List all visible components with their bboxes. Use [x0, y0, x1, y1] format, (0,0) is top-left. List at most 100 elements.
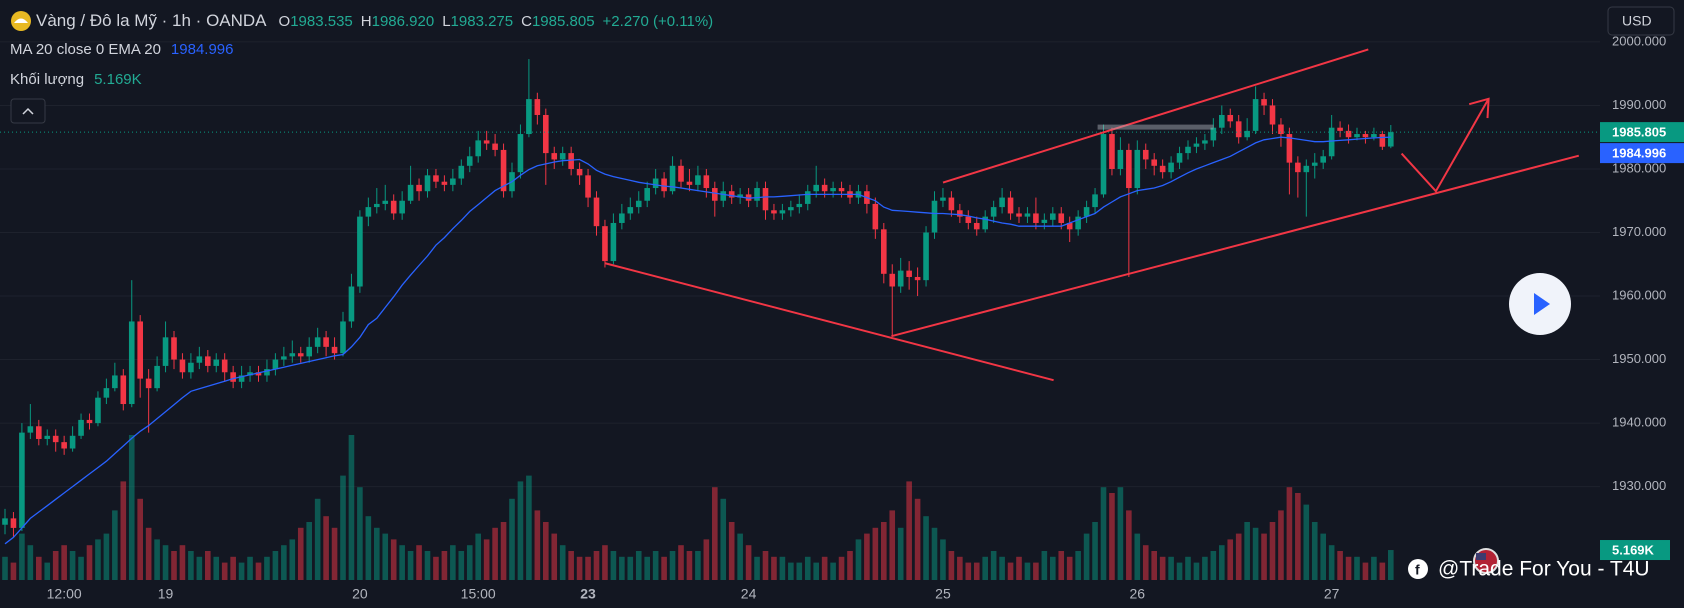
candle-body: [804, 191, 811, 204]
volume-bar: [78, 556, 84, 580]
volume-bar: [686, 551, 693, 580]
volume-bar: [1328, 545, 1335, 580]
volume-bar: [551, 533, 558, 580]
candle-body: [19, 432, 25, 528]
volume-bar: [306, 522, 312, 580]
candle-body: [112, 375, 118, 389]
volume-bar: [86, 545, 93, 580]
volume-bar: [720, 498, 727, 580]
candle-body: [399, 200, 405, 214]
volume-bar: [255, 562, 262, 580]
candle-body: [788, 207, 794, 211]
indicator-value: 1984.996: [170, 41, 234, 58]
close-value: 1985.805: [531, 12, 595, 30]
candle-body: [103, 388, 110, 398]
volume-bar: [703, 539, 710, 580]
candle-body: [543, 114, 549, 154]
currency-button[interactable]: [1607, 6, 1675, 36]
volume-bar: [281, 545, 287, 580]
volume-bar: [297, 527, 304, 580]
volume-bar: [728, 522, 735, 580]
x-tick-label: 23: [580, 586, 596, 602]
candle-body: [238, 375, 245, 382]
candle-body: [1066, 222, 1073, 230]
volume-bar: [1050, 556, 1056, 580]
candle-body: [1126, 149, 1132, 189]
candle-body: [678, 165, 684, 182]
y-tick-label: 1930.000: [1612, 478, 1666, 493]
candle-body: [95, 397, 101, 424]
volume-bar: [95, 539, 101, 580]
volume-bar: [382, 533, 389, 580]
volume-bar: [171, 551, 177, 580]
candle-body: [1269, 105, 1276, 125]
candle-body: [230, 372, 236, 382]
volume-bar: [1379, 562, 1386, 580]
candle-body: [982, 216, 988, 230]
volume-name: Khối lượng: [10, 71, 85, 88]
volume-bar: [128, 435, 135, 580]
price-tag: [1600, 122, 1684, 143]
volume-bar: [897, 527, 904, 580]
candle-body: [526, 99, 532, 135]
candle-body: [779, 210, 786, 214]
volume-bar: [145, 527, 152, 580]
x-tick-label: 20: [352, 586, 368, 602]
candle-body: [1252, 99, 1259, 131]
volume-bar: [990, 551, 997, 580]
candle-body: [348, 286, 355, 322]
candle-body: [137, 321, 143, 379]
volume-bar: [973, 562, 980, 580]
candle-body: [450, 178, 456, 185]
candle-body: [923, 232, 929, 281]
collapse-button[interactable]: [10, 98, 46, 124]
candle-body: [264, 369, 270, 376]
candle-body: [1168, 162, 1174, 173]
candle-body: [585, 175, 591, 198]
volume-bar: [289, 539, 296, 580]
trend-line: [891, 154, 1580, 338]
open-key: O: [278, 12, 291, 30]
candle-body: [382, 200, 389, 204]
volume-bar: [1092, 522, 1098, 580]
x-tick-label: 25: [935, 586, 951, 602]
candle-body: [957, 210, 963, 217]
candle-body: [1278, 124, 1284, 135]
indicator-row: MA 20 close 0 EMA 20 1984.996: [10, 41, 234, 58]
volume-bar: [433, 556, 439, 580]
volume-bar: [1100, 487, 1107, 580]
volume-bar: [323, 516, 329, 580]
candle-body: [1033, 213, 1039, 223]
candle-body: [374, 203, 380, 208]
y-tick-label: 1980.000: [1612, 160, 1666, 175]
volume-bar: [914, 498, 921, 580]
volume-bar: [1041, 551, 1048, 580]
candle-body: [1083, 207, 1090, 217]
volume-bar: [44, 562, 51, 580]
volume-bar: [1219, 545, 1225, 580]
candle-body: [973, 222, 980, 230]
volume-bar: [982, 556, 988, 580]
candle-body: [1142, 149, 1149, 160]
candle-body: [154, 365, 160, 389]
grid: [0, 41, 1600, 488]
candle-body: [754, 188, 760, 201]
candle-body: [458, 165, 465, 179]
volume-bar: [576, 556, 583, 580]
volume-bar: [1075, 551, 1081, 580]
volume-bar: [661, 556, 667, 580]
x-tick-label: 15:00: [461, 586, 496, 602]
volume-bar: [348, 435, 355, 580]
volume-bar: [762, 551, 769, 580]
arrow-path: [1400, 98, 1490, 193]
volume-bar: [196, 556, 203, 580]
play-icon: [1534, 293, 1550, 315]
x-tick-label: 26: [1130, 586, 1146, 602]
candle-body: [1311, 162, 1318, 166]
volume-bar: [1303, 504, 1310, 580]
candle-body: [1134, 149, 1141, 189]
volume-bar: [19, 533, 25, 580]
volume-bar: [1024, 562, 1031, 580]
volume-bar: [179, 545, 186, 580]
candle-body: [1235, 121, 1242, 138]
